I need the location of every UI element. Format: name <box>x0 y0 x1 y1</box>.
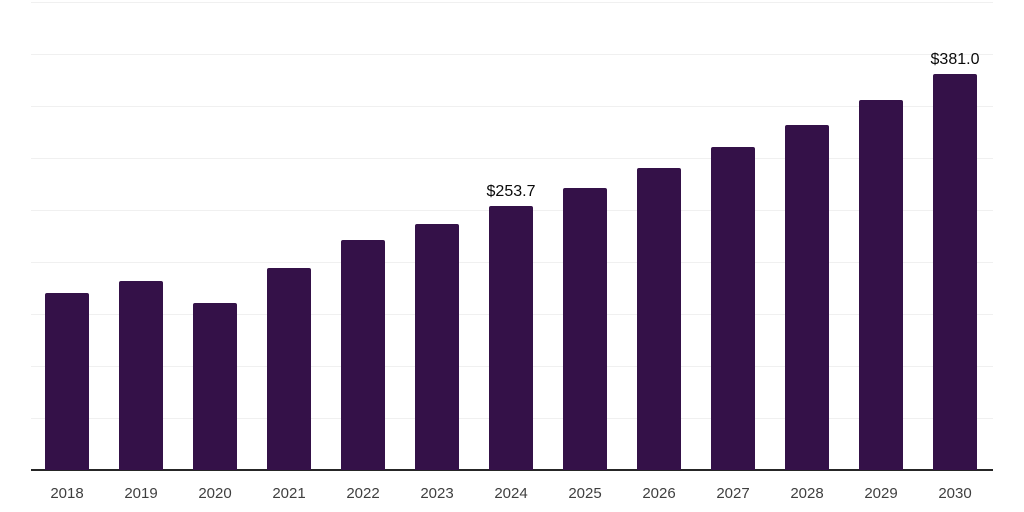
bar-2022 <box>341 240 385 470</box>
value-label-2030: $381.0 <box>930 51 980 68</box>
gridline <box>31 106 993 107</box>
bar-2030 <box>933 74 977 470</box>
bar-2028 <box>785 125 829 470</box>
bar-2018 <box>45 293 89 470</box>
x-tick-label-2026: 2026 <box>642 485 676 502</box>
bar-2026 <box>637 168 681 470</box>
gridline <box>31 2 993 3</box>
bar-2029 <box>859 100 903 470</box>
x-tick-label-2020: 2020 <box>198 485 232 502</box>
value-label-2024: $253.7 <box>486 183 536 200</box>
x-tick-label-2025: 2025 <box>568 485 602 502</box>
gridline <box>31 158 993 159</box>
x-tick-label-2028: 2028 <box>790 485 824 502</box>
x-tick-label-2030: 2030 <box>938 485 972 502</box>
x-tick-label-2021: 2021 <box>272 485 306 502</box>
bar-2019 <box>119 281 163 470</box>
x-tick-label-2022: 2022 <box>346 485 380 502</box>
x-tick-label-2023: 2023 <box>420 485 454 502</box>
x-tick-label-2018: 2018 <box>50 485 84 502</box>
gridline <box>31 54 993 55</box>
x-tick-label-2024: 2024 <box>494 485 528 502</box>
x-tick-label-2027: 2027 <box>716 485 750 502</box>
x-axis-line <box>31 469 993 471</box>
bar-2023 <box>415 224 459 470</box>
x-tick-label-2029: 2029 <box>864 485 898 502</box>
bar-2025 <box>563 188 607 470</box>
bar-2020 <box>193 303 237 470</box>
bar-2024 <box>489 206 533 470</box>
bar-2027 <box>711 147 755 470</box>
bar-2021 <box>267 268 311 470</box>
x-tick-label-2019: 2019 <box>124 485 158 502</box>
